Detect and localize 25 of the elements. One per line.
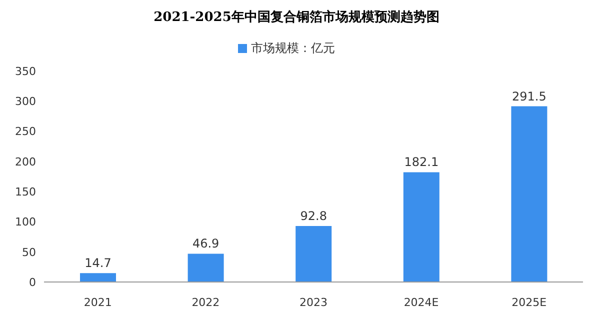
y-tick-label: 50: [22, 246, 36, 259]
bar: [188, 254, 224, 282]
x-tick-label: 2022: [192, 296, 220, 309]
y-tick-label: 100: [15, 216, 36, 229]
legend-label: 市场规模：亿元: [251, 41, 335, 55]
data-label: 92.8: [300, 209, 327, 224]
y-tick-label: 350: [15, 64, 36, 78]
y-tick-label: 0: [29, 276, 36, 289]
data-label: 14.7: [84, 256, 112, 270]
data-label: 291.5: [512, 89, 546, 104]
bar: [80, 273, 116, 282]
chart-title: 2021-2025年中国复合铜箔市场规模预测趋势图: [152, 8, 440, 26]
bar: [403, 172, 440, 282]
x-tick-label: 2021: [84, 296, 112, 309]
y-tick-label: 150: [15, 185, 36, 198]
x-tick-label: 2024E: [404, 296, 439, 309]
data-label: 182.1: [404, 155, 439, 170]
y-tick-label: 300: [15, 95, 36, 108]
x-tick-label: 2025E: [512, 296, 547, 309]
bar: [296, 226, 332, 282]
y-tick-label: 250: [15, 125, 36, 138]
y-tick-label: 200: [15, 155, 36, 168]
bar: [511, 106, 548, 282]
x-tick-label: 2023: [300, 296, 328, 309]
data-label: 46.9: [192, 236, 220, 251]
